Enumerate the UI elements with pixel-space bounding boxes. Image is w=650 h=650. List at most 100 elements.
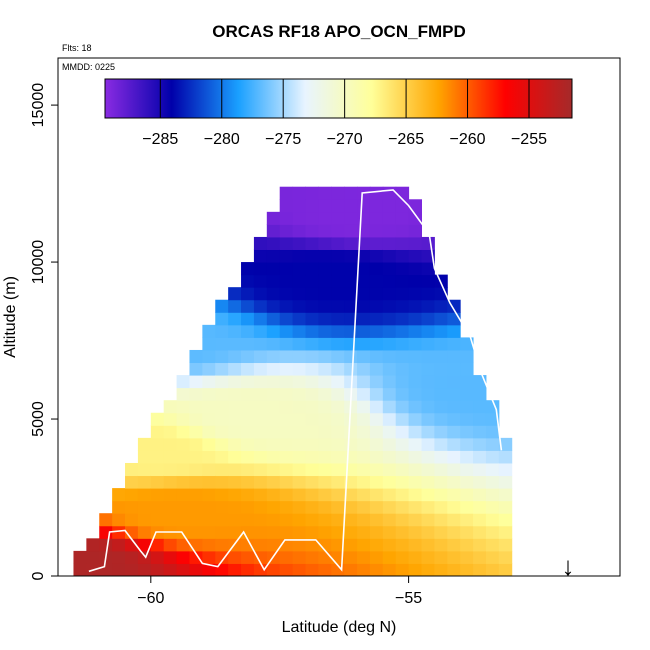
heatmap-cell <box>395 349 410 364</box>
plot-frame <box>57 57 621 577</box>
heatmap-cell <box>305 563 319 576</box>
heatmap-cell <box>408 437 422 451</box>
heatmap-cell <box>395 550 410 564</box>
heatmap-cell <box>253 312 268 326</box>
heatmap-cell <box>253 375 268 389</box>
heatmap-cell <box>395 500 410 514</box>
heatmap-cell <box>305 249 319 263</box>
heatmap-cell <box>421 538 435 552</box>
x-tick-label: −60 <box>137 590 164 607</box>
heatmap-cell <box>137 462 152 477</box>
heatmap-cell <box>447 349 461 364</box>
heatmap-cell <box>408 425 422 439</box>
heatmap-cell <box>421 274 435 288</box>
heatmap-cell <box>395 299 410 313</box>
heatmap-cell <box>369 249 384 263</box>
heatmap-cell <box>241 513 255 527</box>
heatmap-cell <box>344 550 358 564</box>
heatmap-cell <box>189 525 203 539</box>
heatmap-cell <box>253 500 268 514</box>
heatmap-cell <box>266 412 281 426</box>
heatmap-cell <box>266 513 281 527</box>
heatmap-cell <box>189 375 203 389</box>
heatmap-cell <box>241 400 255 414</box>
heatmap-cell <box>292 287 306 301</box>
heatmap-cell <box>421 462 435 477</box>
heatmap-cell <box>395 199 410 213</box>
heatmap-cell <box>125 550 139 564</box>
heatmap-cell <box>202 513 216 527</box>
heatmap-cell <box>369 199 384 213</box>
heatmap-cell <box>408 287 422 301</box>
heatmap-cell <box>447 500 461 514</box>
heatmap-cell <box>434 437 448 451</box>
heatmap-cell <box>318 262 332 276</box>
heatmap-cell <box>331 224 345 238</box>
y-tick-label: 5000 <box>30 401 47 437</box>
heatmap-cell <box>202 450 216 464</box>
heatmap-cell <box>305 299 319 313</box>
heatmap-cell <box>331 488 345 502</box>
heatmap-cell <box>434 563 448 576</box>
heatmap-cell <box>485 425 500 439</box>
heatmap-cell <box>447 475 461 489</box>
heatmap-cell <box>137 500 152 514</box>
heatmap-cell <box>331 462 345 477</box>
heatmap-cell <box>331 362 345 376</box>
heatmap-cell <box>395 488 410 502</box>
heatmap-cell <box>485 525 500 539</box>
heatmap-cell <box>421 349 435 364</box>
heatmap-cell <box>228 563 242 576</box>
heatmap-cell <box>460 525 474 539</box>
heatmap-cell <box>460 538 474 552</box>
heatmap-cell <box>331 236 345 251</box>
heatmap-cell <box>344 488 358 502</box>
heatmap-cell <box>344 475 358 489</box>
x-tick-label: −55 <box>395 590 422 607</box>
heatmap-cell <box>279 337 294 351</box>
heatmap-cell <box>112 538 126 552</box>
heatmap-cell <box>163 437 178 451</box>
heatmap-cell <box>408 337 422 351</box>
heatmap-cell <box>434 324 448 338</box>
heatmap-cell <box>369 450 384 464</box>
heatmap-cell <box>344 412 358 426</box>
heatmap-cell <box>253 412 268 426</box>
heatmap-cell <box>460 462 474 477</box>
heatmap-cell <box>228 525 242 539</box>
heatmap-cell <box>331 538 345 552</box>
heatmap-cell <box>266 287 281 301</box>
heatmap-cell <box>382 437 397 451</box>
heatmap-cell <box>369 375 384 389</box>
heatmap-cell <box>241 299 255 313</box>
heatmap-cell <box>253 425 268 439</box>
heatmap-cell <box>150 550 165 564</box>
heatmap-cell <box>357 525 371 539</box>
heatmap-cell <box>357 475 371 489</box>
heatmap-cell <box>305 513 319 527</box>
heatmap-cell <box>344 513 358 527</box>
heatmap-cell <box>305 500 319 514</box>
heatmap-cell <box>241 488 255 502</box>
heatmap-cell <box>228 287 242 301</box>
heatmap-cell <box>447 513 461 527</box>
heatmap-cell <box>357 337 371 351</box>
y-tick-label: 15000 <box>30 83 47 128</box>
heatmap-cell <box>460 375 474 389</box>
heatmap-cell <box>292 425 306 439</box>
heatmap-cell <box>369 437 384 451</box>
heatmap-cell <box>305 362 319 376</box>
heatmap-cell <box>447 412 461 426</box>
heatmap-cell <box>266 262 281 276</box>
heatmap-cell <box>344 538 358 552</box>
heatmap-cell <box>318 488 332 502</box>
heatmap-cell <box>473 450 487 464</box>
heatmap-cell <box>189 462 203 477</box>
heatmap-cell <box>369 400 384 414</box>
heatmap-cell <box>434 462 448 477</box>
heatmap-cell <box>344 563 358 576</box>
heatmap-cell <box>176 500 190 514</box>
heatmap-cell <box>305 538 319 552</box>
flight-track <box>88 189 503 573</box>
heatmap-cell <box>305 450 319 464</box>
